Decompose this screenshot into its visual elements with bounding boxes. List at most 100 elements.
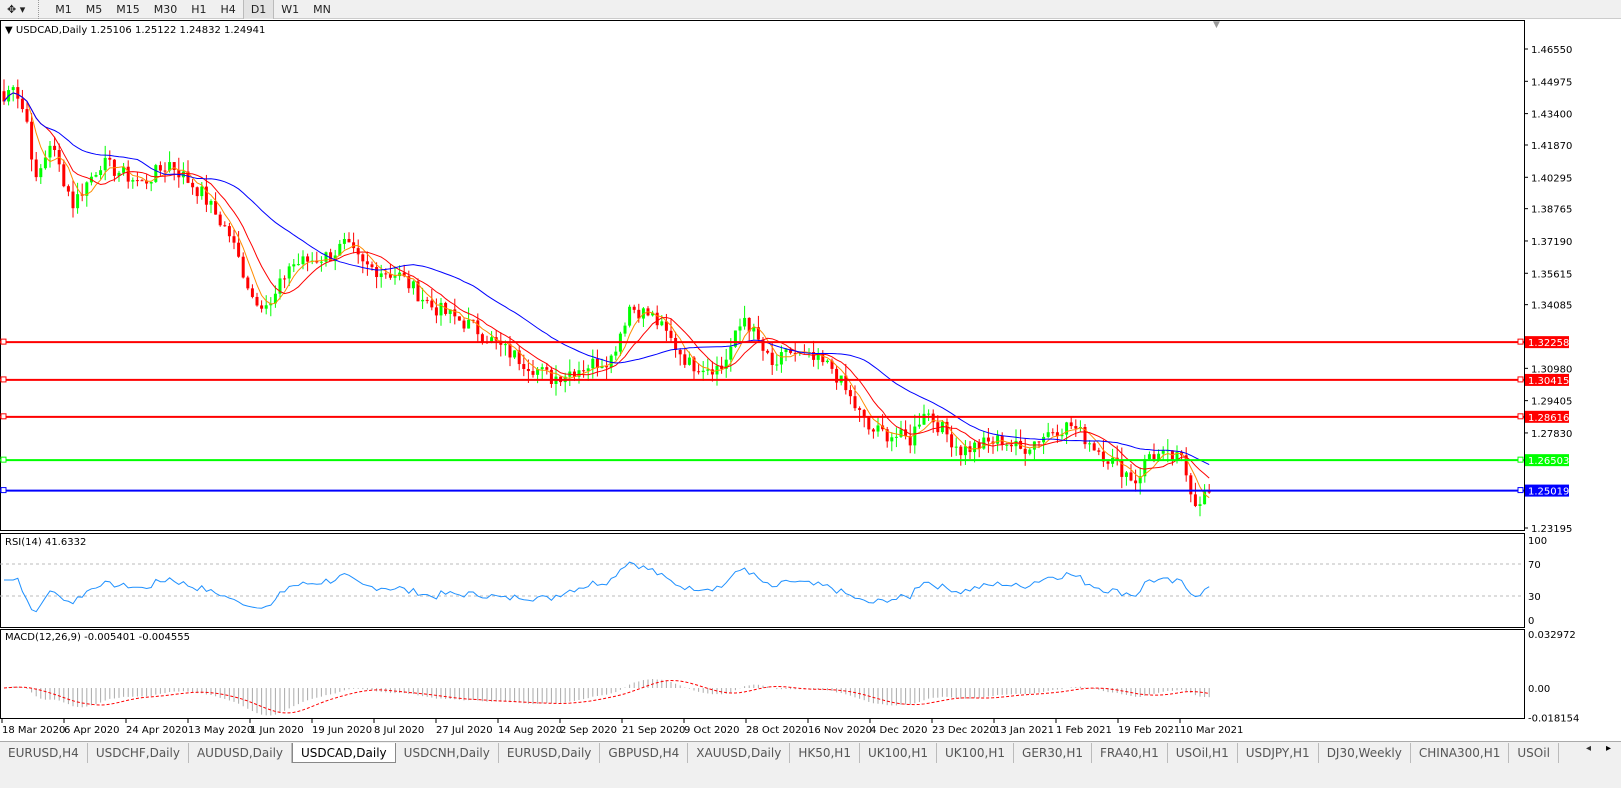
candle-body	[917, 424, 921, 427]
candle-body	[1046, 432, 1050, 437]
chart-tab[interactable]: XAUUSD,Daily	[688, 742, 791, 763]
timeframe-h4[interactable]: H4	[220, 2, 236, 16]
date-label: 1 Feb 2021	[1056, 725, 1112, 736]
date-label: 10 Mar 2021	[1180, 725, 1243, 736]
rsi-header: RSI(14) 41.6332	[5, 537, 86, 548]
candle-body	[1088, 443, 1092, 445]
candle-body	[664, 321, 668, 331]
macd-tick-label: 0.00	[1528, 684, 1550, 695]
candle-body	[517, 350, 521, 365]
price-label-box	[1525, 410, 1569, 423]
line-handle[interactable]	[0, 413, 7, 420]
toolbar-menu-icon[interactable]: ✥ ▾	[7, 2, 26, 16]
price-tick-label: 1.38765	[1531, 205, 1572, 216]
line-handle[interactable]	[1517, 338, 1524, 345]
candle-body	[379, 273, 383, 278]
chart-area[interactable]: ▼ USDCAD,Daily 1.25106 1.25122 1.24832 1…	[0, 0, 1621, 741]
chart-tab[interactable]: UK100,H1	[937, 742, 1015, 763]
chart-tab[interactable]: UK100,H1	[860, 742, 937, 763]
line-handle[interactable]	[1517, 413, 1524, 420]
chart-tab[interactable]: FRA40,H1	[1092, 742, 1168, 763]
chart-tab[interactable]: USDCHF,Daily	[88, 742, 189, 763]
chart-tab[interactable]: AUDUSD,Daily	[189, 742, 293, 763]
candle-body	[62, 164, 66, 187]
candle-body	[830, 360, 834, 369]
candle-body	[513, 350, 517, 358]
chart-tab[interactable]: USDCNH,Daily	[396, 742, 499, 763]
candle-body	[301, 256, 305, 265]
candle-body	[191, 182, 195, 188]
macd-frame	[0, 629, 1525, 719]
chart-tab[interactable]: USDCAD,Daily	[292, 742, 396, 763]
candle-body	[439, 302, 443, 316]
candle-body	[586, 368, 590, 371]
candle-body	[108, 157, 112, 160]
candle-body	[738, 326, 742, 331]
chart-tab[interactable]: HK50,H1	[790, 742, 860, 763]
candle-body	[25, 109, 29, 122]
chart-tab[interactable]: CHINA300,H1	[1411, 742, 1510, 763]
timeframe-m15[interactable]: M15	[116, 2, 140, 16]
candle-body	[241, 256, 245, 278]
candle-body	[352, 242, 356, 249]
line-handle[interactable]	[1517, 456, 1524, 463]
rsi-tick-label: 30	[1528, 592, 1541, 603]
candle-body	[572, 371, 576, 377]
chart-tab[interactable]: EURUSD,H4	[0, 742, 88, 763]
line-handle[interactable]	[0, 456, 7, 463]
timeframe-mn[interactable]: MN	[313, 2, 331, 16]
candle-body	[218, 214, 222, 226]
candle-body	[692, 357, 696, 372]
candle-body	[490, 337, 494, 343]
candle-body	[894, 436, 898, 438]
candle-body	[595, 358, 599, 369]
price-label-box	[1525, 454, 1569, 467]
candle-body	[1083, 426, 1087, 445]
chart-tab[interactable]: USDJPY,H1	[1238, 742, 1319, 763]
timeframe-h1[interactable]: H1	[191, 2, 207, 16]
timeframe-toolbar: ✥ ▾ M1 M5 M15 M30 H1 H4 D1 W1 MN	[0, 0, 1621, 19]
toolbar-grip[interactable]	[38, 0, 48, 19]
candle-body	[770, 352, 774, 366]
chart-tab[interactable]: DJ30,Weekly	[1319, 742, 1411, 763]
rsi-tick-label: 100	[1528, 536, 1547, 547]
date-label: 13 May 2020	[188, 725, 253, 736]
rsi-frame	[0, 533, 1525, 628]
candle-body	[724, 359, 728, 369]
date-label: 1 Jun 2020	[250, 725, 304, 736]
candle-body	[232, 236, 236, 243]
line-handle[interactable]	[1517, 376, 1524, 383]
candle-body	[407, 276, 411, 289]
candle-body	[784, 349, 788, 353]
tab-scroll-left-icon[interactable]: ◂	[1585, 743, 1591, 754]
tab-scroll-right-icon[interactable]: ▸	[1605, 743, 1611, 754]
timeframe-m5[interactable]: M5	[85, 2, 103, 16]
candle-body	[862, 409, 866, 418]
candle-body	[600, 366, 604, 369]
candle-body	[1060, 434, 1064, 437]
chart-tab[interactable]: EURUSD,Daily	[499, 742, 601, 763]
candle-body	[1055, 432, 1059, 437]
timeframe-w1[interactable]: W1	[281, 2, 300, 16]
candle-body	[1051, 432, 1055, 434]
candle-body	[39, 168, 43, 178]
candle-body	[122, 166, 126, 173]
line-handle[interactable]	[1517, 487, 1524, 494]
chart-tab[interactable]: USOil	[1509, 742, 1559, 763]
line-handle[interactable]	[0, 487, 7, 494]
candle-body	[209, 200, 213, 205]
candle-body	[246, 277, 250, 289]
line-handle[interactable]	[0, 338, 7, 345]
candle-body	[977, 442, 981, 449]
candle-body	[434, 307, 438, 316]
timeframe-d1[interactable]: D1	[242, 0, 275, 19]
chart-tab[interactable]: USOil,H1	[1168, 742, 1238, 763]
candle-body	[1106, 461, 1110, 464]
chart-tab[interactable]: GBPUSD,H4	[600, 742, 689, 763]
macd-signal-line	[3, 679, 1210, 714]
timeframe-m30[interactable]: M30	[153, 2, 178, 16]
candle-body	[168, 162, 172, 171]
chart-tab[interactable]: GER30,H1	[1014, 742, 1092, 763]
line-handle[interactable]	[0, 376, 7, 383]
timeframe-m1[interactable]: M1	[55, 2, 72, 16]
